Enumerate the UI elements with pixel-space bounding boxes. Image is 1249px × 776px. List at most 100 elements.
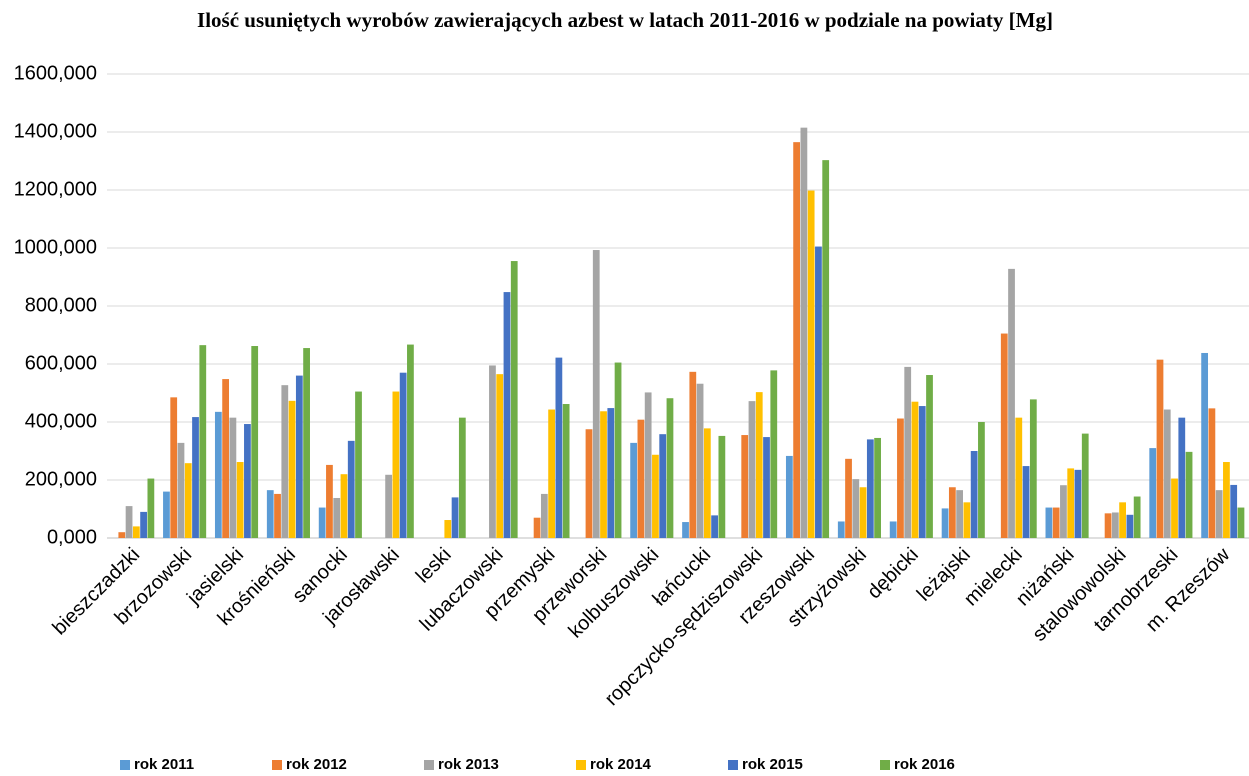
bar [1237, 507, 1245, 538]
bar [385, 474, 392, 538]
bar [822, 160, 830, 538]
bar [274, 493, 281, 538]
bar [303, 348, 310, 538]
bar [1230, 484, 1238, 538]
bar [926, 375, 933, 538]
bar [1022, 466, 1030, 538]
bar [1215, 490, 1223, 538]
bar [1119, 502, 1126, 538]
bar [177, 442, 185, 538]
bar [184, 463, 192, 538]
legend-swatch [728, 760, 738, 770]
y-tick-label: 1200,000 [14, 178, 97, 200]
bar [666, 398, 674, 538]
bar [170, 397, 178, 538]
bar [718, 435, 726, 538]
bar [288, 400, 296, 538]
y-tick-label: 200,000 [25, 468, 97, 490]
bar [755, 392, 763, 538]
bar [1000, 333, 1008, 538]
bar [340, 474, 348, 538]
bar [911, 401, 919, 538]
bar [592, 250, 600, 538]
bar [703, 428, 711, 538]
bar [347, 440, 355, 538]
bar [682, 522, 689, 538]
bar [1111, 512, 1119, 538]
bar [326, 464, 333, 538]
bar [444, 520, 452, 538]
bar [785, 455, 793, 538]
bar [251, 346, 259, 538]
bar [852, 479, 860, 538]
bar [333, 497, 341, 538]
legend-label: rok 2011 [134, 756, 194, 773]
bar [147, 478, 155, 538]
bar [956, 490, 963, 538]
bar [1163, 409, 1171, 538]
legend-label: rok 2012 [286, 756, 347, 773]
bar [837, 521, 845, 538]
bar [689, 371, 697, 538]
bar [963, 502, 971, 538]
bar [1126, 514, 1134, 538]
bar [399, 372, 407, 538]
bar [970, 451, 978, 538]
bar [978, 422, 985, 538]
bar [244, 424, 251, 538]
y-tick-label: 1400,000 [14, 120, 97, 142]
bar [948, 487, 956, 538]
bar [859, 487, 867, 538]
y-tick-label: 400,000 [25, 410, 97, 432]
x-tick-label: leski [412, 544, 456, 588]
x-tick-label: dębicki [863, 544, 923, 604]
legend-swatch [424, 760, 434, 770]
bar [1081, 433, 1089, 538]
legend-swatch [880, 760, 890, 770]
legend-label: rok 2016 [894, 756, 955, 773]
bar [163, 491, 170, 538]
bar [630, 442, 638, 538]
bar [451, 497, 459, 538]
bar [748, 401, 756, 538]
bar [548, 409, 555, 538]
bar [941, 508, 949, 538]
y-tick-label: 1000,000 [14, 236, 97, 258]
y-tick-label: 600,000 [25, 352, 97, 374]
bar [845, 458, 852, 538]
bar [1029, 399, 1037, 538]
bar [1060, 485, 1067, 538]
bar [503, 292, 511, 538]
legend-swatch [272, 760, 282, 770]
bar [295, 375, 303, 538]
bar [1156, 359, 1164, 538]
bar [1052, 507, 1060, 538]
bar [125, 506, 133, 538]
bar [214, 411, 222, 538]
bar [236, 462, 244, 538]
bar [659, 434, 667, 538]
bar [600, 411, 607, 538]
bar [1104, 513, 1112, 538]
bar [533, 517, 541, 538]
bar [1074, 469, 1082, 538]
y-tick-label: 1600,000 [14, 62, 97, 84]
bar [644, 392, 652, 538]
bar [1178, 417, 1186, 538]
bar [1008, 268, 1015, 538]
bar [281, 385, 289, 538]
legend-label: rok 2014 [590, 756, 652, 773]
bar [1208, 408, 1216, 538]
bar [489, 365, 496, 538]
bar [1045, 507, 1053, 538]
chart-title: Ilość usuniętych wyrobów zawierających a… [197, 8, 1053, 32]
bar [614, 362, 622, 538]
bar [1185, 451, 1193, 538]
bar [897, 418, 904, 538]
legend-swatch [576, 760, 586, 770]
bar [763, 437, 770, 538]
legend-label: rok 2015 [742, 756, 803, 773]
bar [874, 437, 881, 538]
bar [741, 435, 749, 538]
